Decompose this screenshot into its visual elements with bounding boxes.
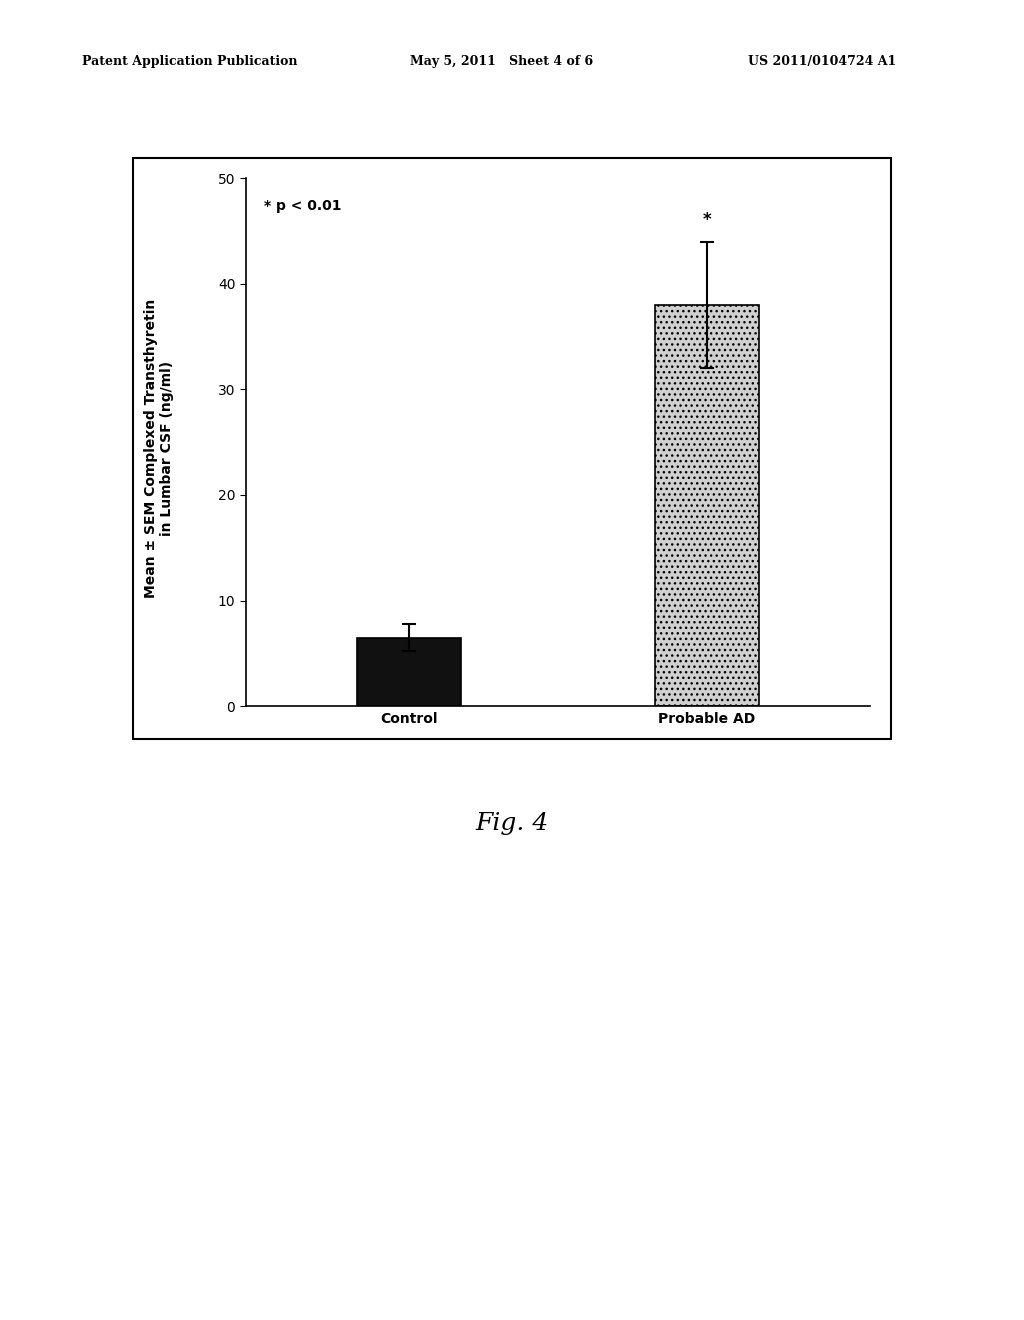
Text: May 5, 2011   Sheet 4 of 6: May 5, 2011 Sheet 4 of 6: [410, 55, 593, 69]
Text: Fig. 4: Fig. 4: [475, 812, 549, 834]
Bar: [654, 305, 759, 706]
Text: Patent Application Publication: Patent Application Publication: [82, 55, 297, 69]
Text: * p < 0.01: * p < 0.01: [264, 199, 342, 214]
Bar: [357, 638, 462, 706]
Text: *: *: [702, 211, 711, 228]
Text: Mean ± SEM Complexed Transthyretin
in Lumbar CSF (ng/ml): Mean ± SEM Complexed Transthyretin in Lu…: [143, 300, 174, 598]
Text: US 2011/0104724 A1: US 2011/0104724 A1: [748, 55, 896, 69]
